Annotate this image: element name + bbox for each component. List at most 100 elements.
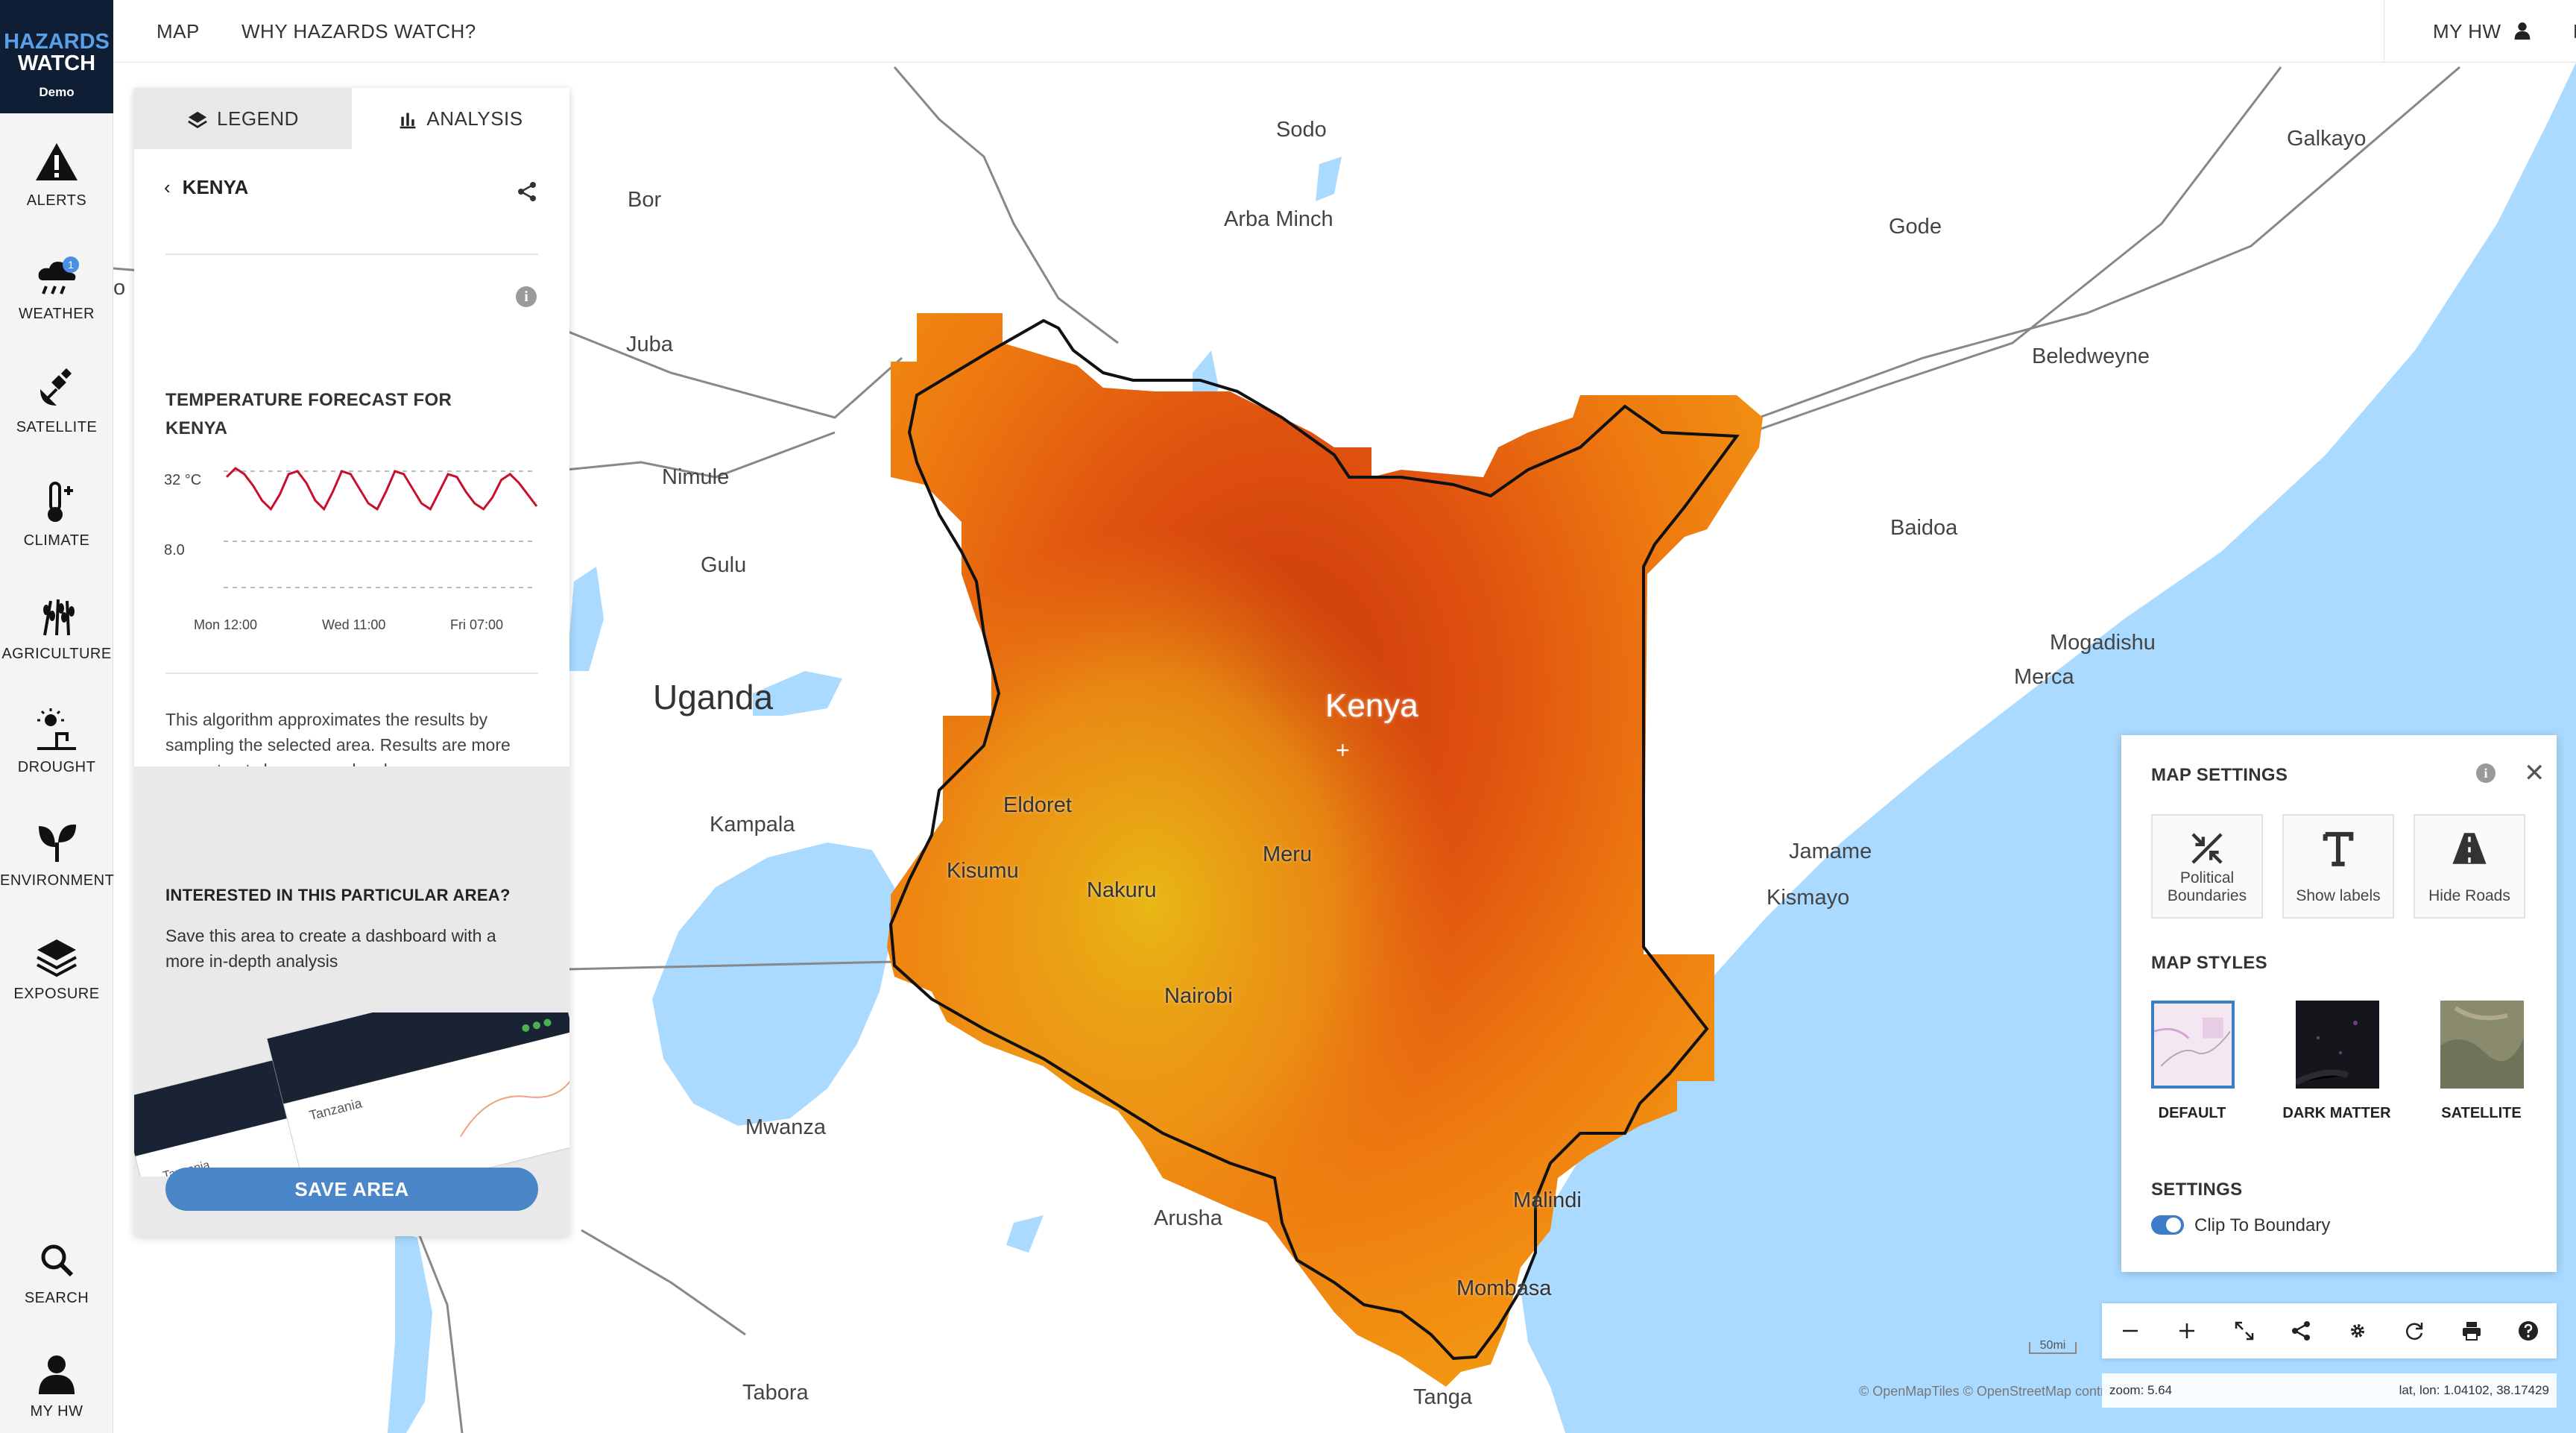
kenya-border: [888, 318, 1740, 1361]
tab-analysis[interactable]: ANALYSIS: [352, 88, 569, 149]
lake-albert: [566, 567, 604, 671]
breadcrumb-area: KENYA: [182, 176, 249, 198]
zoom-in-button[interactable]: [2159, 1303, 2215, 1358]
nav-why-hazards-watch[interactable]: WHY HAZARDS WATCH?: [242, 20, 476, 42]
map-label-nimule: Nimule: [662, 465, 730, 489]
promo-title: INTERESTED IN THIS PARTICULAR AREA?: [165, 886, 511, 904]
map-styles-title: MAP STYLES: [2151, 953, 2267, 973]
share-icon[interactable]: [516, 180, 538, 203]
map-toolbar: [2102, 1303, 2557, 1358]
map-label-baidoa: Baidoa: [1890, 516, 1958, 540]
map-label-nairobi: Nairobi: [1164, 984, 1233, 1008]
nav-map[interactable]: MAP: [157, 20, 200, 42]
zoom-out-button[interactable]: [2102, 1303, 2159, 1358]
chart-ytick-bottom: 8.0: [164, 542, 185, 558]
map-label-kismayo: Kismayo: [1767, 886, 1850, 910]
toggle-hide-roads[interactable]: Hide Roads: [2414, 814, 2525, 919]
sidebar-item-myhw[interactable]: MY HW: [0, 1332, 113, 1433]
map-settings-title: MAP SETTINGS: [2151, 765, 2288, 785]
share-icon: [2291, 1321, 2310, 1341]
sidebar-item-satellite[interactable]: SATELLITE: [0, 347, 113, 459]
map-label-cut: o: [113, 276, 126, 300]
lake-tanganyika: [388, 1230, 432, 1433]
forecast-title: TEMPERATURE FORECAST FOR KENYA: [165, 390, 452, 438]
map-scale: 50mi: [2029, 1340, 2077, 1354]
info-icon[interactable]: i: [2476, 763, 2496, 783]
sidebar-item-search[interactable]: SEARCH: [0, 1218, 113, 1330]
fullscreen-button[interactable]: [2216, 1303, 2273, 1358]
map-label-galkayo: Galkayo: [2287, 127, 2367, 151]
style-satellite-thumbnail[interactable]: [2440, 1001, 2524, 1089]
nav-more[interactable]: MORE ···: [2573, 0, 2576, 63]
sidebar-item-alerts[interactable]: ALERTS: [0, 121, 113, 233]
breadcrumb[interactable]: ‹ KENYA: [164, 176, 248, 199]
clip-to-boundary-switch[interactable]: [2151, 1215, 2184, 1235]
toggle-political-boundaries[interactable]: Political Boundaries: [2151, 814, 2263, 919]
sidebar-item-weather[interactable]: 1 WEATHER: [0, 234, 113, 346]
bar-chart-icon: [400, 113, 416, 129]
warning-icon: [36, 143, 78, 180]
style-satellite-label: SATELLITE: [2441, 1105, 2522, 1121]
nav-my-hw[interactable]: MY HW: [2433, 0, 2532, 63]
map-attribution[interactable]: © OpenMapTiles © OpenStreetMap contribut…: [1859, 1384, 2146, 1399]
map-label-nakuru: Nakuru: [1087, 878, 1157, 902]
promo-text: Save this area to create a dashboard wit…: [165, 926, 496, 971]
map-label-gulu: Gulu: [701, 553, 747, 577]
gear-icon: [2351, 1324, 2365, 1338]
chart-xtick: Wed 11:00: [322, 617, 385, 632]
map-label-arusha: Arusha: [1154, 1206, 1222, 1230]
collapse-arrows-icon: [2191, 833, 2223, 864]
help-button[interactable]: [2500, 1303, 2557, 1358]
chart-series-line: [225, 467, 538, 511]
info-icon[interactable]: i: [516, 286, 537, 307]
map-label-tabora: Tabora: [742, 1381, 809, 1405]
sidebar-item-label: MY HW: [30, 1403, 83, 1420]
print-button[interactable]: [2443, 1303, 2500, 1358]
help-icon: [2518, 1321, 2538, 1341]
lake-kyoga: [753, 671, 842, 716]
expand-icon: [2235, 1321, 2253, 1341]
style-dark-matter-thumbnail[interactable]: [2296, 1001, 2379, 1089]
style-default-thumbnail[interactable]: [2151, 1001, 2235, 1089]
map-settings-panel: MAP SETTINGS i ✕ Political Boundaries Sh…: [2121, 735, 2557, 1272]
map-label-merca: Merca: [2014, 665, 2074, 689]
minus-icon: [2123, 1329, 2138, 1332]
switch-knob: [2166, 1218, 2181, 1232]
map-label-mogadishu: Mogadishu: [2050, 631, 2156, 655]
user-icon: [2514, 22, 2531, 40]
map-label-eldoret: Eldoret: [1003, 793, 1072, 817]
map-label-beledweyne: Beledweyne: [2032, 344, 2150, 368]
close-icon[interactable]: ✕: [2524, 759, 2545, 787]
analysis-panel: LEGEND ANALYSIS ‹ KENYA TEMPERATURE FOREC…: [134, 88, 569, 1236]
zoom-readout: zoom: 5.64: [2109, 1383, 2173, 1397]
tab-legend[interactable]: LEGEND: [134, 88, 352, 149]
share-button[interactable]: [2273, 1303, 2329, 1358]
nav-my-hw-label: MY HW: [2433, 20, 2501, 42]
sidebar-item-climate[interactable]: CLIMATE: [0, 461, 113, 573]
sidebar-item-drought[interactable]: DROUGHT: [0, 687, 113, 799]
leaf-icon: [39, 824, 76, 862]
reset-button[interactable]: [2386, 1303, 2443, 1358]
user-icon: [39, 1355, 75, 1394]
map-label-sodo: Sodo: [1276, 118, 1327, 142]
sidebar-item-environment[interactable]: ENVIRONMENT: [0, 801, 114, 913]
map-center-crosshair: +: [1336, 737, 1350, 763]
settings-button[interactable]: [2329, 1303, 2386, 1358]
latlon-readout: lat, lon: 1.04102, 38.17429: [2399, 1383, 2549, 1397]
sidebar-item-label: ALERTS: [26, 192, 87, 209]
toggle-show-labels[interactable]: Show labels: [2282, 814, 2394, 919]
map-label-kenya: Kenya: [1325, 687, 1418, 724]
divider: [165, 673, 538, 674]
sidebar-item-label: AGRICULTURE: [1, 646, 112, 662]
brand-logo[interactable]: HAZARDS WATCH Demo: [0, 0, 113, 113]
chart-xtick: Mon 12:00: [194, 617, 257, 632]
chart-xtick: Fri 07:00: [450, 617, 503, 632]
sidebar: HAZARDS WATCH Demo ALERTS 1 WEATHER SATE…: [0, 0, 114, 1433]
sidebar-item-exposure[interactable]: EXPOSURE: [0, 914, 113, 1026]
save-area-button[interactable]: SAVE AREA: [165, 1168, 538, 1211]
chevron-left-icon: ‹: [164, 176, 171, 198]
brand-line3: Demo: [39, 85, 75, 99]
sidebar-item-agriculture[interactable]: AGRICULTURE: [0, 574, 113, 686]
map-label-kampala: Kampala: [710, 813, 795, 837]
